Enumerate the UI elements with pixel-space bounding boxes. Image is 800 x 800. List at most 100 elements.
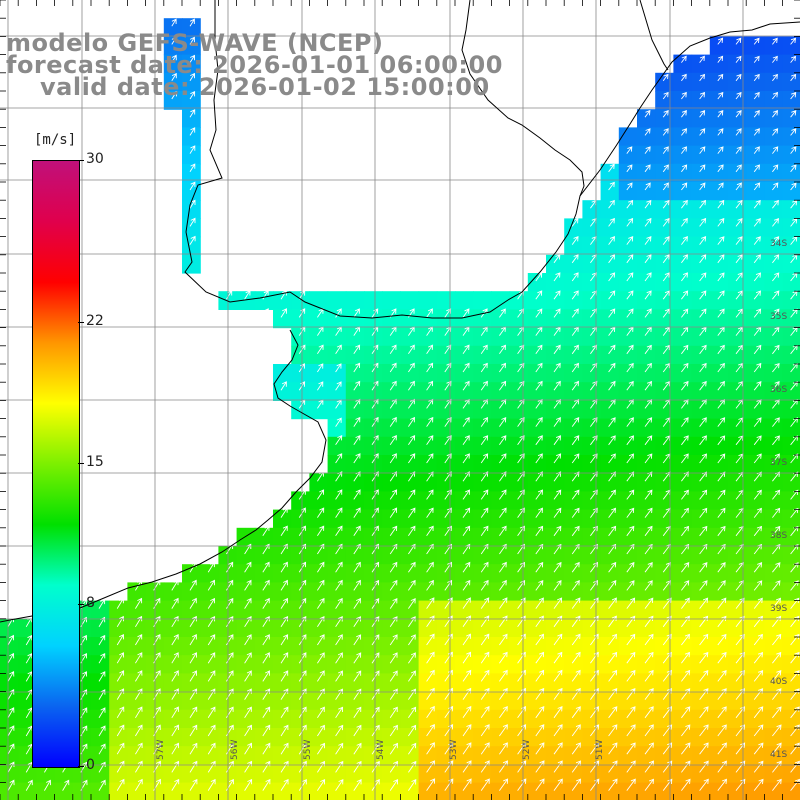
wind-arrow: [735, 182, 742, 191]
wind-speed-cell: [455, 600, 474, 620]
wind-speed-cell: [746, 382, 765, 401]
wind-speed-cell: [364, 291, 383, 310]
wind-arrow: [644, 308, 652, 318]
wind-speed-cell: [527, 546, 547, 565]
wind-speed-cell: [509, 782, 529, 800]
wind-speed-cell: [655, 473, 674, 492]
wind-arrow: [226, 706, 234, 719]
wind-arrow: [135, 778, 143, 791]
wind-arrow: [772, 344, 780, 355]
wind-arrow: [772, 308, 780, 318]
wind-speed-cell: [127, 728, 147, 747]
wind-speed-cell: [782, 291, 800, 310]
wind-arrow: [571, 778, 581, 791]
wind-speed-cell: [618, 455, 638, 474]
wind-arrow: [499, 579, 507, 591]
wind-arrow: [462, 362, 470, 373]
wind-speed-cell: [309, 655, 329, 674]
wind-speed-cell: [473, 455, 492, 474]
wind-speed-cell: [309, 600, 329, 620]
wind-speed-cell: [673, 455, 693, 474]
wind-arrow: [207, 778, 216, 791]
wind-arrow: [753, 760, 764, 773]
wind-arrow: [608, 561, 617, 573]
wind-speed-cell: [600, 564, 620, 583]
wind-speed-cell: [182, 691, 201, 711]
wind-arrow: [699, 580, 708, 591]
wind-speed-cell: [728, 509, 747, 529]
wind-speed-cell: [418, 309, 438, 329]
wind-arrow: [717, 724, 727, 737]
wind-arrow: [262, 670, 270, 682]
wind-arrow: [499, 778, 509, 791]
wind-speed-cell: [637, 236, 656, 256]
wind-speed-cell: [618, 418, 638, 438]
wind-arrow: [480, 525, 489, 537]
wind-speed-cell: [491, 291, 511, 310]
wind-speed-cell: [728, 436, 747, 456]
wind-speed-cell: [364, 673, 383, 693]
wind-arrow: [207, 742, 216, 755]
wind-speed-cell: [600, 400, 620, 420]
wind-arrow: [317, 381, 324, 391]
wind-speed-cell: [782, 473, 800, 492]
wind-arrow: [135, 706, 143, 719]
wind-speed-cell: [236, 764, 256, 784]
wind-arrow: [571, 669, 581, 682]
wind-arrow: [608, 163, 615, 173]
wind-speed-cell: [746, 764, 765, 784]
wind-arrow: [280, 742, 289, 755]
wind-speed-cell: [746, 400, 765, 420]
wind-speed-cell: [418, 436, 438, 456]
wind-arrow: [499, 651, 508, 664]
wind-speed-cell: [618, 655, 638, 674]
wind-speed-cell: [673, 509, 693, 529]
wind-arrow: [426, 453, 434, 464]
northern-border: [639, 0, 669, 71]
wind-arrow: [298, 597, 307, 609]
wind-arrow: [699, 435, 707, 446]
wind-speed-cell: [746, 546, 765, 565]
wind-arrow: [280, 615, 289, 628]
wind-speed-cell: [473, 400, 492, 420]
wind-speed-cell: [200, 600, 219, 620]
wind-arrow: [626, 489, 635, 500]
wind-speed-cell: [54, 764, 74, 784]
wind-speed-cell: [655, 345, 674, 365]
wind-speed-cell: [782, 182, 800, 201]
wind-arrow: [408, 416, 415, 427]
wind-speed-cell: [709, 345, 729, 365]
wind-speed-cell: [709, 364, 729, 383]
wind-arrow: [116, 742, 125, 755]
wind-speed-cell: [182, 91, 201, 110]
wind-speed-cell: [582, 709, 602, 729]
wind-arrow: [408, 507, 416, 518]
wind-arrow: [735, 272, 743, 282]
wind-speed-cell: [691, 728, 711, 747]
wind-arrow: [389, 598, 398, 609]
wind-arrow: [98, 671, 106, 682]
wind-arrow: [571, 380, 579, 391]
wind-speed-cell: [637, 655, 656, 674]
wind-speed-cell: [382, 382, 401, 401]
wind-arrow: [7, 707, 15, 719]
wind-speed-cell: [618, 382, 638, 401]
wind-arrow: [480, 760, 490, 773]
wind-arrow: [462, 760, 472, 773]
wind-speed-cell: [436, 455, 456, 474]
wind-speed-cell: [764, 345, 784, 365]
wind-arrow: [662, 217, 670, 227]
wind-speed-cell: [109, 782, 128, 800]
wind-speed-cell: [618, 564, 638, 583]
wind-speed-cell: [782, 200, 800, 219]
wind-speed-cell: [582, 218, 602, 238]
wind-speed-cell: [436, 764, 456, 784]
wind-speed-cell: [509, 546, 529, 565]
wind-speed-cell: [345, 345, 365, 365]
wind-speed-cell: [455, 709, 474, 729]
wind-arrow: [389, 706, 398, 719]
wind-arrow: [553, 254, 561, 264]
wind-speed-cell: [163, 764, 183, 784]
wind-arrow: [462, 724, 472, 737]
wind-speed-cell: [327, 309, 347, 329]
